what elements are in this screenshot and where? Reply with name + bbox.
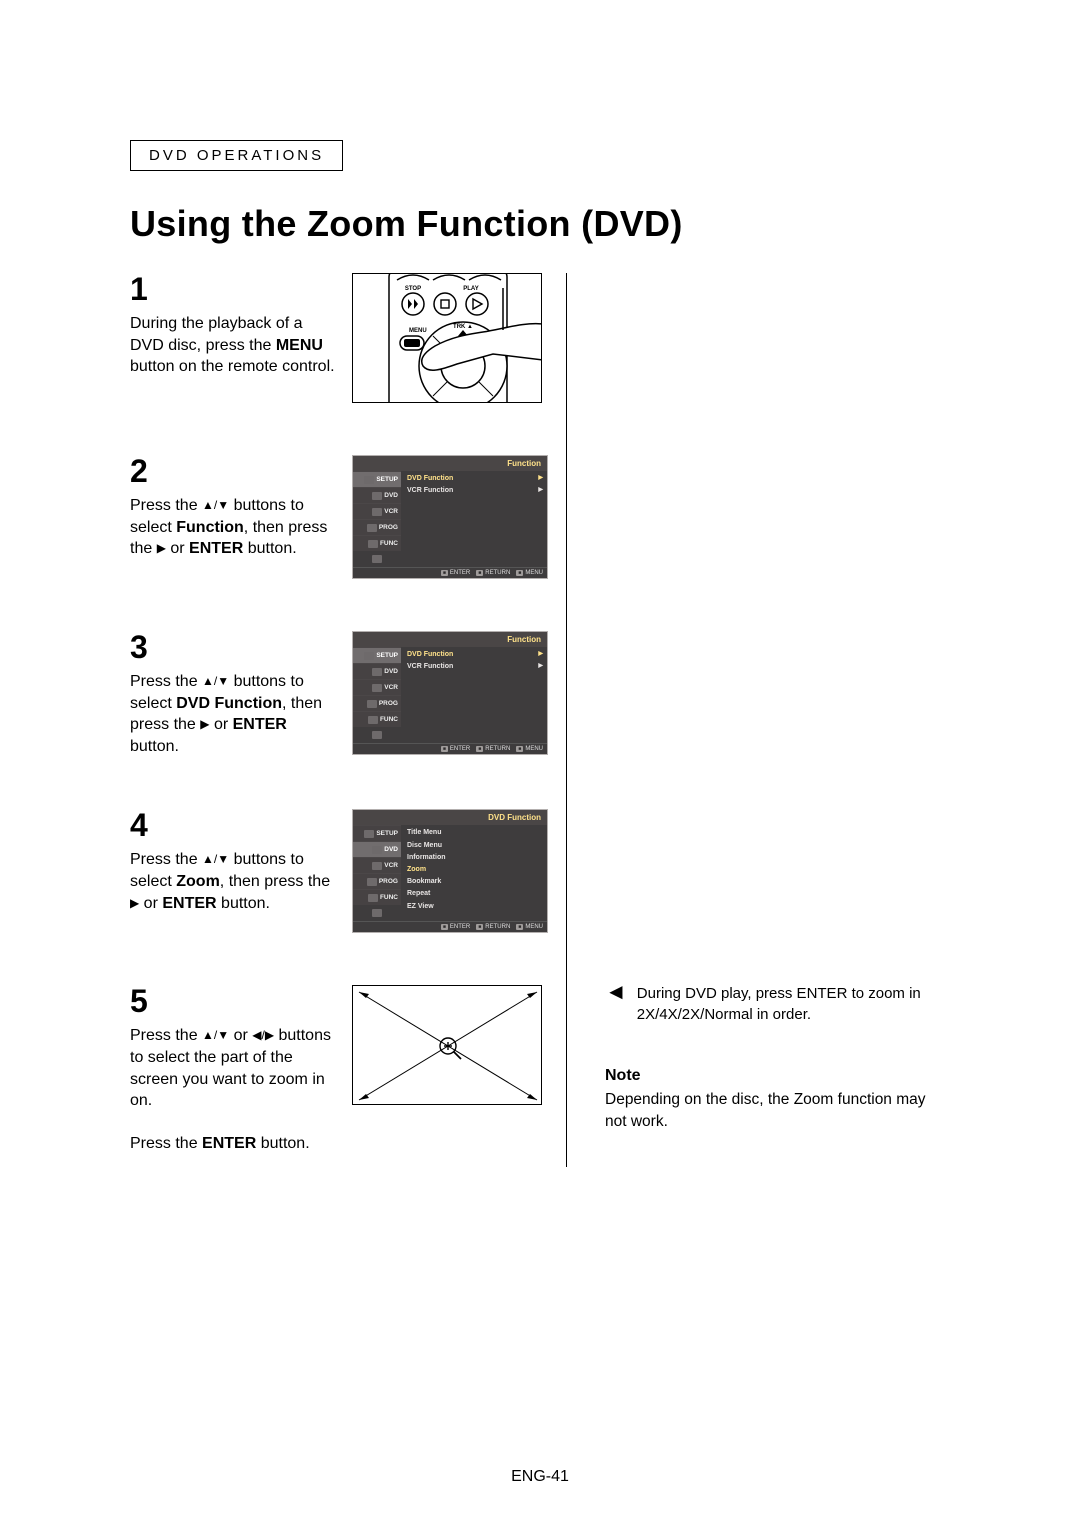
step-number: 1 [130, 273, 340, 305]
steps-column: 1 During the playback of a DVD disc, pre… [130, 273, 567, 1167]
t: button. [217, 895, 270, 912]
left-right-icon: ◀/▶ [252, 1027, 274, 1043]
t: , then press the [220, 873, 330, 890]
page-number: ENG-41 [511, 1468, 569, 1486]
right-icon: ▶ [200, 716, 209, 732]
up-down-icon: ▲/▼ [202, 1027, 229, 1043]
up-down-icon: ▲/▼ [202, 851, 229, 867]
b: ENTER [162, 895, 216, 912]
bullet-arrow-icon: ◄ [605, 981, 627, 1025]
t: button. [130, 738, 179, 755]
step-number: 5 [130, 985, 340, 1017]
step-text: Press the ▲/▼ buttons to select DVD Func… [130, 671, 340, 757]
section-header: DVD OPERATIONS [130, 140, 343, 171]
stop-label: STOP [405, 286, 421, 292]
step-text: Press the ▲/▼ buttons to select Function… [130, 495, 340, 560]
b: DVD Function [176, 695, 282, 712]
step-4: 4 Press the ▲/▼ buttons to select Zoom, … [130, 809, 548, 933]
step-5: 5 Press the ▲/▼ or ◀/▶ buttons to select… [130, 985, 548, 1155]
svg-text:TRK ▲: TRK ▲ [453, 324, 473, 330]
t: Press the [130, 1135, 202, 1152]
up-down-icon: ▲/▼ [202, 497, 229, 513]
b: Zoom [176, 873, 220, 890]
right-icon: ▶ [130, 895, 139, 911]
b: ENTER [233, 716, 287, 733]
step-number: 3 [130, 631, 340, 663]
step-3: 3 Press the ▲/▼ buttons to select DVD Fu… [130, 631, 548, 757]
step-2: 2 Press the ▲/▼ buttons to select Functi… [130, 455, 548, 579]
t: button. [243, 540, 296, 557]
menu-label: MENU [409, 328, 427, 334]
page-title: Using the Zoom Function (DVD) [130, 203, 950, 245]
t: Press the [130, 497, 202, 514]
menu-screenshot-function: FunctionSETUPDVDVCRPROGFUNCDVD Function▶… [352, 455, 548, 579]
right-icon: ▶ [157, 540, 166, 556]
menu-screenshot-zoom: DVD FunctionSETUPDVDVCRPROGFUNCTitle Men… [352, 809, 548, 933]
zoom-target-illustration [352, 985, 542, 1105]
menu-screenshot-dvd-function: FunctionSETUPDVDVCRPROGFUNCDVD Function▶… [352, 631, 548, 755]
t: Press the [130, 851, 202, 868]
step-text: Press the ▲/▼ buttons to select Zoom, th… [130, 849, 340, 914]
note-text: During DVD play, press ENTER to zoom in … [637, 983, 950, 1025]
note-heading: Note [605, 1067, 950, 1085]
t: or [210, 716, 233, 733]
step-text: Press the ▲/▼ or ◀/▶ buttons to select t… [130, 1025, 340, 1155]
up-down-icon: ▲/▼ [202, 673, 229, 689]
t: button. [256, 1135, 309, 1152]
step-number: 2 [130, 455, 340, 487]
t: or [229, 1027, 252, 1044]
note-body: Depending on the disc, the Zoom function… [605, 1089, 950, 1132]
zoom-levels-note: ◄ During DVD play, press ENTER to zoom i… [605, 983, 950, 1025]
step-number: 4 [130, 809, 340, 841]
t: button on the remote control. [130, 358, 335, 375]
b: ENTER [189, 540, 243, 557]
t: Press the [130, 673, 202, 690]
t: Press the [130, 1027, 202, 1044]
t: or [139, 895, 162, 912]
remote-illustration: STOP PLAY MENU [352, 273, 542, 403]
b: ENTER [202, 1135, 256, 1152]
step-1: 1 During the playback of a DVD disc, pre… [130, 273, 548, 403]
menu-bold: MENU [276, 337, 323, 354]
step-text: During the playback of a DVD disc, press… [130, 313, 340, 378]
notes-column: ◄ During DVD play, press ENTER to zoom i… [605, 273, 950, 1167]
b: Function [176, 519, 244, 536]
play-label: PLAY [463, 286, 478, 292]
t: or [166, 540, 189, 557]
